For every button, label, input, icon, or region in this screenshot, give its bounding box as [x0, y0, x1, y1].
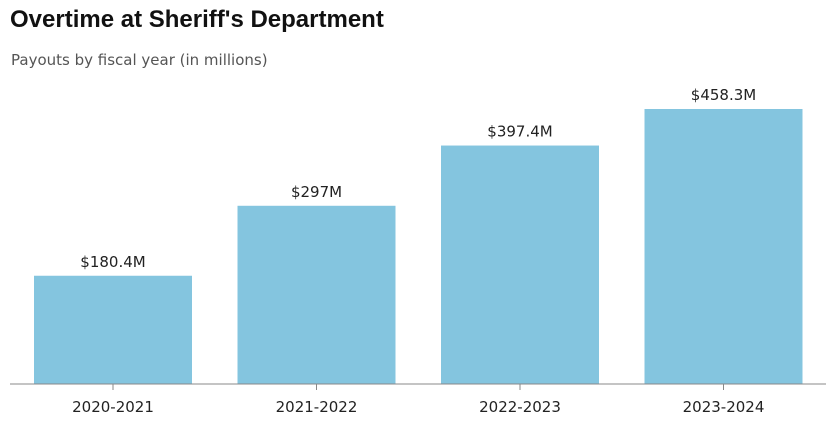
chart-subtitle: Payouts by fiscal year (in millions) [11, 51, 268, 69]
bars-group [34, 109, 803, 384]
data-label-2021-2022: $297M [291, 183, 342, 201]
bar-2020-2021 [34, 275, 192, 384]
ticks-group [112, 384, 724, 390]
x-tick-label-2023-2024: 2023-2024 [683, 398, 765, 416]
data-label-2023-2024: $458.3M [691, 86, 756, 104]
x-tick-label-2022-2023: 2022-2023 [479, 398, 561, 416]
data-label-2022-2023: $397.4M [487, 123, 552, 141]
data-label-2020-2021: $180.4M [80, 253, 145, 271]
bar-2022-2023 [441, 145, 599, 384]
x-tick-label-2021-2022: 2021-2022 [276, 398, 358, 416]
x-tick-label-2020-2021: 2020-2021 [72, 398, 154, 416]
data-labels-group: $180.4M $297M $397.4M $458.3M [80, 86, 756, 271]
bar-2021-2022 [237, 205, 396, 384]
category-labels-group: 2020-2021 2021-2022 2022-2023 2023-2024 [72, 398, 764, 416]
chart-title: Overtime at Sheriff's Department [10, 6, 384, 33]
bar-2023-2024 [644, 109, 803, 384]
